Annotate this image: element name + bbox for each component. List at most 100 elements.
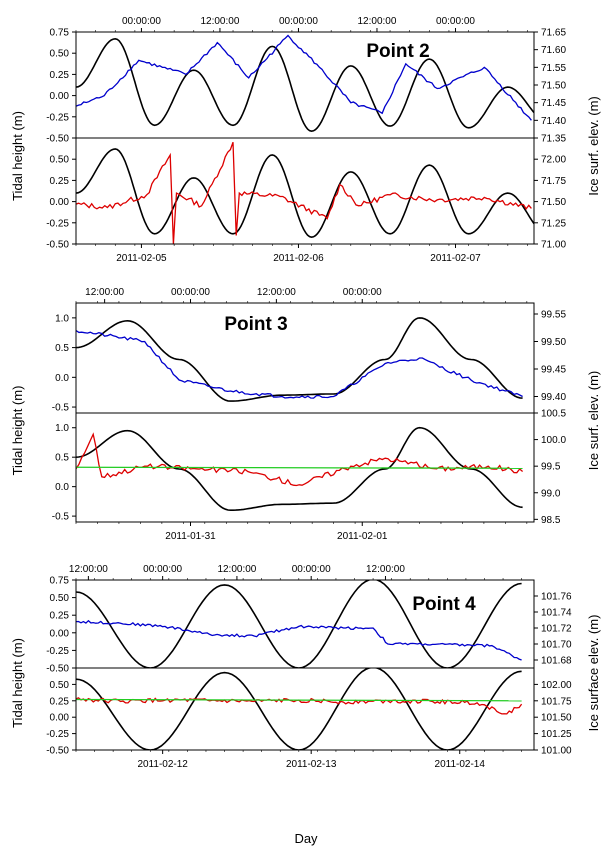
right-tick-label: 101.00 <box>541 746 572 757</box>
left-tick-label: 0.50 <box>50 593 70 604</box>
left-tick-label: 0.5 <box>55 343 69 354</box>
right-tick-label: 101.72 <box>541 624 572 635</box>
right-tick-label: 71.65 <box>541 28 566 39</box>
top-tick-label: 12:00:00 <box>217 564 256 575</box>
series-line <box>76 619 522 661</box>
bottom-tick-label: 2011-01-31 <box>165 531 216 542</box>
top-tick-label: 00:00:00 <box>436 16 475 27</box>
right-tick-label: 101.76 <box>541 592 572 603</box>
left-tick-label: -0.50 <box>46 664 69 675</box>
left-tick-label: 0.00 <box>50 197 70 208</box>
left-tick-label: 0.00 <box>50 713 70 724</box>
top-tick-label: 12:00:00 <box>257 287 296 298</box>
panel-frame <box>75 137 535 245</box>
right-tick-label: 99.50 <box>541 337 566 348</box>
top-tick-label: 00:00:00 <box>292 564 331 575</box>
top-tick-label: 12:00:00 <box>200 16 239 27</box>
left-tick-label: 1.0 <box>55 423 69 434</box>
left-tick-label: -0.50 <box>46 746 69 757</box>
right-tick-label: 101.68 <box>541 656 572 667</box>
bottom-tick-label: 2011-02-12 <box>137 759 188 770</box>
panel-upper: -0.50 -0.25 0.00 0.25 0.50 0.75 101.68 101.70 10… <box>46 576 572 675</box>
left-tick-label: 0.50 <box>50 155 70 166</box>
figure-groups: 00:00:00 12:00:00 00:00:00 12:00:00 00:00:00… <box>10 16 601 770</box>
left-tick-label: 0.25 <box>50 70 70 81</box>
right-tick-label: 71.40 <box>541 116 566 127</box>
bottom-tick-label: 2011-02-01 <box>337 531 388 542</box>
bottom-tick-label: 2011-02-14 <box>435 759 486 770</box>
left-tick-label: 0.25 <box>50 176 70 187</box>
right-tick-label: 71.45 <box>541 98 566 109</box>
right-tick-label: 99.45 <box>541 365 566 376</box>
series-line <box>76 329 523 399</box>
right-tick-label: 72.00 <box>541 155 566 166</box>
series-line <box>76 698 522 702</box>
left-tick-label: -0.50 <box>46 134 69 145</box>
series-line <box>76 37 534 133</box>
left-tick-label: 0.50 <box>50 680 70 691</box>
panel-frame <box>75 31 535 139</box>
bottom-tick-label: 2011-02-05 <box>116 253 167 264</box>
right-tick-label: 71.75 <box>541 176 566 187</box>
left-tick-label: 0.5 <box>55 453 69 464</box>
right-tick-label: 71.35 <box>541 134 566 145</box>
right-tick-label: 101.74 <box>541 608 572 619</box>
point-title: Point 4 <box>412 594 476 615</box>
left-tick-label: -0.25 <box>46 646 69 657</box>
x-axis-label: Day <box>294 831 318 846</box>
panel-lower: -0.50 -0.25 0.00 0.25 0.50 71.00 71.25 71.50 71.… <box>46 137 566 251</box>
top-tick-label: 12:00:00 <box>358 16 397 27</box>
right-tick-label: 101.70 <box>541 640 572 651</box>
left-tick-label: 0.75 <box>50 28 70 39</box>
y-axis-label-right: Ice surface elev. (m) <box>586 615 601 732</box>
series-line <box>76 426 523 511</box>
left-tick-label: 1.0 <box>55 313 69 324</box>
y-axis-label-right: Ice surf. elev. (m) <box>586 371 601 470</box>
right-tick-label: 71.60 <box>541 45 566 56</box>
left-tick-label: 0.0 <box>55 373 69 384</box>
top-tick-label: 00:00:00 <box>279 16 318 27</box>
right-tick-label: 71.50 <box>541 197 566 208</box>
top-tick-label: 00:00:00 <box>143 564 182 575</box>
y-axis-label-right: Ice surf. elev. (m) <box>586 96 601 195</box>
right-tick-label: 98.5 <box>541 515 561 526</box>
top-tick-label: 12:00:00 <box>69 564 108 575</box>
top-tick-label: 12:00:00 <box>366 564 405 575</box>
panel-frame <box>75 667 535 751</box>
panel-lower: -0.5 0.0 0.5 1.0 98.5 99.0 99.5 100.0 100.5 <box>52 409 567 526</box>
top-tick-label: 12:00:00 <box>85 287 124 298</box>
right-tick-label: 71.25 <box>541 218 566 229</box>
right-tick-label: 101.50 <box>541 713 572 724</box>
left-tick-label: 0.0 <box>55 482 69 493</box>
point-title: Point 3 <box>224 314 287 335</box>
left-tick-label: 0.50 <box>50 49 70 60</box>
chart-group-2: 00:00:00 12:00:00 00:00:00 12:00:00 00:00:00… <box>10 16 601 264</box>
y-axis-label-left: Tidal height (m) <box>10 638 25 728</box>
right-tick-label: 71.55 <box>541 63 566 74</box>
left-tick-label: 0.00 <box>50 91 70 102</box>
bottom-tick-label: 2011-02-07 <box>430 253 481 264</box>
left-tick-label: -0.25 <box>46 112 69 123</box>
left-tick-label: 0.75 <box>50 576 70 587</box>
bottom-tick-label: 2011-02-06 <box>273 253 324 264</box>
panel-upper: -0.5 0.0 0.5 1.0 99.40 99.45 99.50 99.55 <box>52 302 566 414</box>
y-axis-label-left: Tidal height (m) <box>10 386 25 476</box>
right-tick-label: 99.40 <box>541 392 566 403</box>
right-tick-label: 101.25 <box>541 729 572 740</box>
right-tick-label: 71.50 <box>541 81 566 92</box>
panel-upper: -0.50 -0.25 0.00 0.25 0.50 0.75 71.35 71.40 71.4… <box>46 28 566 145</box>
y-axis-label-left: Tidal height (m) <box>10 111 25 201</box>
left-tick-label: 0.25 <box>50 611 70 622</box>
right-tick-label: 102.00 <box>541 680 572 691</box>
left-tick-label: -0.25 <box>46 729 69 740</box>
chart-group-4: 12:00:00 00:00:00 12:00:00 00:00:00 12:00:00… <box>10 564 601 770</box>
right-tick-label: 71.00 <box>541 240 566 251</box>
right-tick-label: 99.5 <box>541 462 561 473</box>
top-tick-label: 00:00:00 <box>343 287 382 298</box>
top-tick-label: 00:00:00 <box>122 16 161 27</box>
right-tick-label: 99.0 <box>541 488 561 499</box>
right-tick-label: 100.5 <box>541 409 566 420</box>
point-title: Point 2 <box>366 41 429 62</box>
left-tick-label: -0.5 <box>52 403 70 414</box>
